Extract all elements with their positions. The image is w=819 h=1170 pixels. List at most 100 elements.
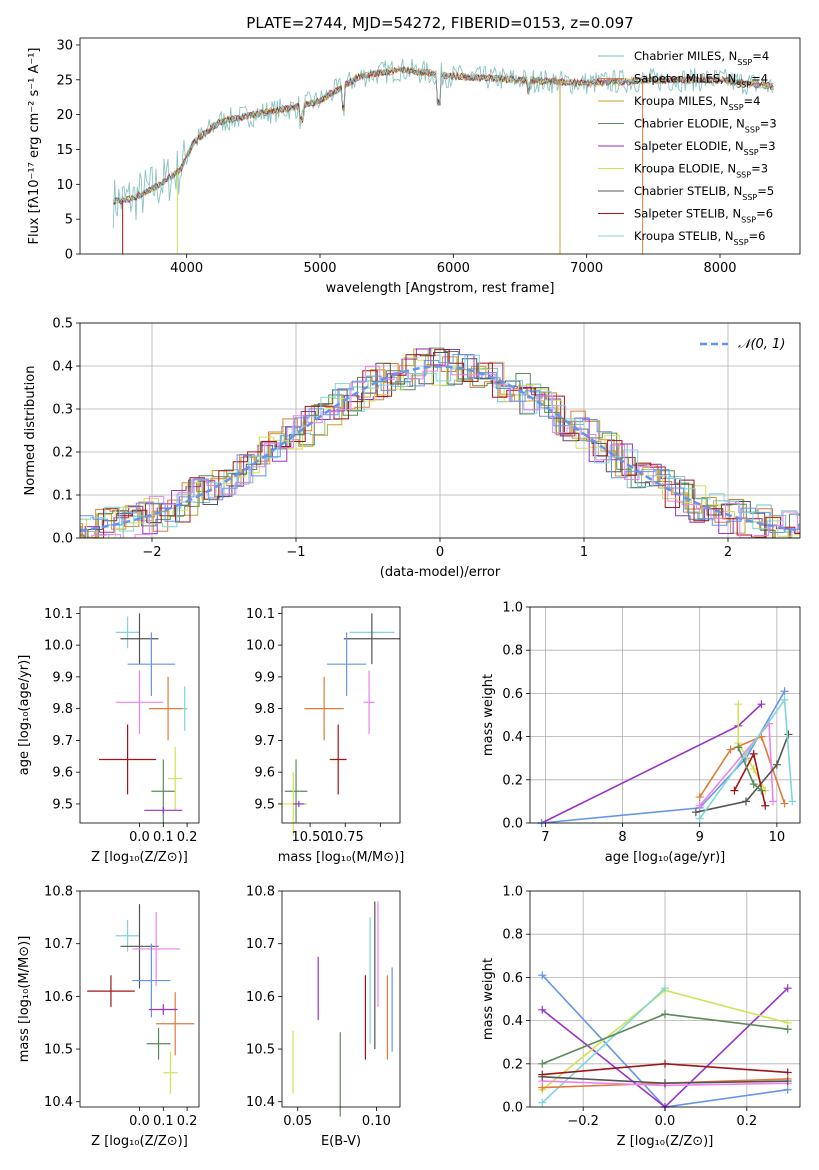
y-tick-label: 0.6: [502, 971, 523, 986]
x-tick-label: 6000: [437, 261, 470, 276]
point-marker: [783, 1077, 792, 1086]
point-marker: [661, 1079, 669, 1088]
point-marker: [538, 1005, 547, 1014]
legend-label: Salpeter MILES, NSSP=4: [634, 72, 768, 90]
y-tick-label: 10.5: [246, 1043, 275, 1058]
histogram-step-salpeter-elodie: [80, 348, 800, 539]
axes-frame: [79, 37, 801, 255]
x-tick-label: 4000: [170, 261, 203, 276]
y-tick-label: 5: [65, 213, 73, 228]
mass-vs-metallicity-panel: 0.0 0.1 0.2 10.4 10.5 10.6 10.7 10.8 Z [log₁₀(Z/…: [17, 885, 200, 1149]
y-tick-label: 10.0: [246, 639, 275, 654]
y-tick-label: 0.5: [52, 317, 73, 332]
mass-weight-vs-age-panel: 7 8 9 10 0.0 0.2 0.4 0.6 0.8 1.0 age [log₁₀(age/yr…: [481, 601, 801, 865]
legend-label: 𝒩(0, 1): [738, 337, 785, 352]
x-tick-label: 0.05: [283, 1114, 312, 1129]
legend-label: Kroupa MILES, NSSP=4: [634, 94, 760, 112]
series-line-kroupa-stelib: [541, 987, 666, 1104]
x-axis-label: (data-model)/error: [380, 565, 501, 580]
point-marker: [780, 799, 789, 808]
spectrum-panel: 4000 5000 6000 7000 8000 0 5 10 15 20 25 30 waveleng…: [27, 37, 801, 296]
y-axis-label: mass [log₁₀(M/M⊙)]: [17, 936, 32, 1063]
y-tick-label: 0.8: [502, 928, 523, 943]
plot-area: [99, 613, 188, 823]
x-axis-label: Z [log₁₀(Z/Z⊙)]: [91, 850, 188, 865]
mass-weight-vs-metallicity-panel: −0.2 0.0 0.2 0.0 0.2 0.4 0.6 0.8 1.0 Z [log₁₀(Z/Z…: [481, 885, 801, 1149]
x-tick-label: 5000: [303, 261, 336, 276]
y-tick-label: 0.4: [52, 360, 73, 375]
y-tick-label: 0.3: [52, 403, 73, 418]
y-tick-label: 30: [56, 38, 73, 53]
spectrum-line-kroupa-stelib: [113, 66, 774, 205]
y-tick-label: 9.5: [52, 797, 73, 812]
plot-area: [279, 613, 400, 836]
y-tick-label: 0: [65, 248, 73, 263]
x-tick-label: −1: [286, 545, 305, 560]
point-marker: [780, 687, 789, 696]
plot-area: [537, 687, 797, 827]
point-marker: [761, 801, 770, 810]
x-tick-label: −2: [142, 545, 161, 560]
point-marker: [691, 808, 700, 817]
x-tick-label: 10.50: [291, 830, 328, 845]
x-tick-label: 1: [580, 545, 588, 560]
point-marker: [769, 797, 777, 806]
y-tick-label: 1.0: [502, 601, 523, 616]
x-tick-label: −0.2: [567, 1114, 599, 1129]
point-marker: [772, 760, 781, 769]
legend-label: Chabrier MILES, NSSP=4: [634, 49, 769, 67]
x-tick-label: 10: [769, 830, 786, 845]
y-axis-label: Normed distribution: [23, 366, 38, 496]
y-tick-label: 9.8: [254, 702, 275, 717]
point-marker: [757, 786, 766, 795]
y-tick-label: 9.7: [52, 734, 73, 749]
y-tick-label: 0.0: [52, 532, 73, 547]
y-tick-label: 10.8: [246, 885, 275, 900]
legend-label: Chabrier STELIB, NSSP=5: [634, 184, 774, 202]
axes-frame: [529, 606, 801, 824]
histogram-step-pink: [80, 366, 800, 539]
y-axis-label: Flux [fλ10⁻¹⁷ erg cm⁻² s⁻¹ A⁻¹]: [27, 48, 42, 245]
y-tick-label: 0.0: [502, 1101, 523, 1116]
legend-label: Salpeter STELIB, NSSP=6: [634, 207, 773, 225]
point-marker: [749, 780, 758, 789]
y-tick-label: 9.7: [254, 734, 275, 749]
point-marker: [661, 984, 669, 993]
x-tick-label: 9: [696, 830, 704, 845]
x-tick-label: 0.0: [129, 1114, 150, 1129]
point-marker: [749, 749, 758, 758]
histogram-step-salpeter-stelib: [80, 349, 800, 539]
x-tick-label: 8000: [703, 261, 736, 276]
y-tick-label: 10.1: [44, 607, 73, 622]
x-tick-label: 0: [436, 545, 444, 560]
axes-frame: [281, 606, 401, 824]
point-marker: [783, 1025, 792, 1034]
spectrum-line-chabrier-stelib: [113, 66, 774, 203]
axes-frame: [281, 890, 401, 1108]
y-tick-label: 9.9: [52, 670, 73, 685]
y-tick-label: 10.7: [246, 937, 275, 952]
point-marker: [757, 700, 766, 709]
spectrum-line-salpeter-miles: [113, 66, 774, 203]
plot-area: [79, 347, 801, 539]
y-tick-label: 10.0: [44, 639, 73, 654]
y-tick-label: 10.1: [246, 607, 275, 622]
y-tick-label: 15: [56, 143, 73, 158]
y-tick-label: 10.6: [246, 990, 275, 1005]
mass-vs-ebv-panel: 0.05 0.10 10.4 10.5 10.6 10.7 10.8 E(B-V): [246, 885, 401, 1149]
x-tick-label: 0.2: [177, 1114, 198, 1129]
point-marker: [538, 1072, 547, 1081]
y-tick-label: 0.2: [502, 773, 523, 788]
x-axis-label: wavelength [Angstrom, rest frame]: [326, 281, 555, 296]
y-tick-label: 10.8: [44, 885, 73, 900]
y-tick-label: 10.4: [44, 1095, 73, 1110]
residual-histogram-panel: −2 −1 0 1 2 0.0 0.1 0.2 0.3 0.4 0.5 (data-model)/er…: [23, 317, 801, 580]
point-marker: [538, 1098, 547, 1107]
point-marker: [730, 786, 739, 795]
y-tick-label: 0.1: [52, 489, 73, 504]
legend-label: Kroupa STELIB, NSSP=6: [634, 229, 765, 247]
point-marker: [788, 797, 797, 806]
y-tick-label: 0.2: [52, 446, 73, 461]
